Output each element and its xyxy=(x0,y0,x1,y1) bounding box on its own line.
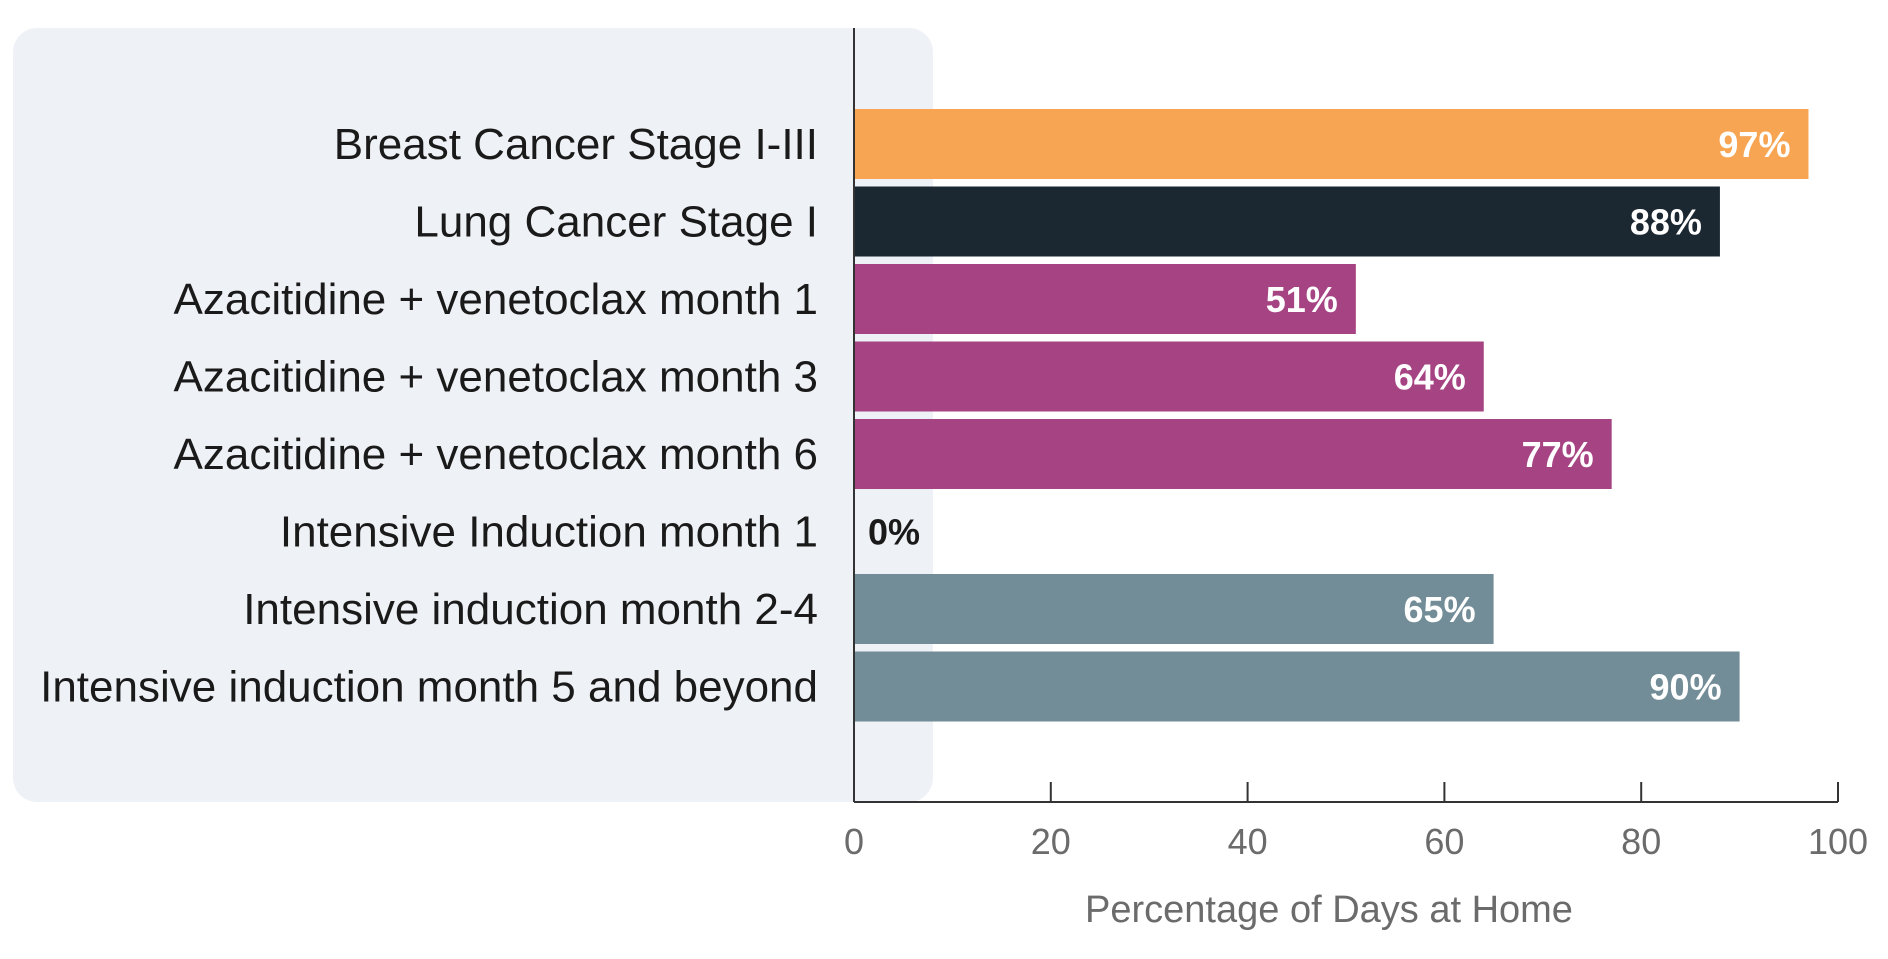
bars-layer xyxy=(854,109,1809,722)
category-label-1: Breast Cancer Stage I-III xyxy=(334,120,818,169)
value-label-4: 64% xyxy=(1394,357,1466,398)
x-axis-title: Percentage of Days at Home xyxy=(1085,889,1573,931)
value-label-6: 0% xyxy=(868,512,920,553)
category-label-8: Intensive induction month 5 and beyond xyxy=(40,663,818,712)
value-label-1: 97% xyxy=(1718,124,1790,165)
label-panel-background xyxy=(13,28,933,802)
x-tick-label-80: 80 xyxy=(1621,821,1661,862)
x-tick-label-0: 0 xyxy=(844,821,864,862)
bar-5 xyxy=(854,419,1612,489)
x-tick-label-20: 20 xyxy=(1031,821,1071,862)
value-label-3: 51% xyxy=(1266,279,1338,320)
value-label-5: 77% xyxy=(1522,434,1594,475)
bar-1 xyxy=(854,109,1809,179)
value-label-7: 65% xyxy=(1404,589,1476,630)
category-label-2: Lung Cancer Stage I xyxy=(414,198,818,247)
x-tick-label-40: 40 xyxy=(1228,821,1268,862)
value-label-8: 90% xyxy=(1650,667,1722,708)
category-label-3: Azacitidine + venetoclax month 1 xyxy=(174,275,819,324)
value-labels-layer: 97% 88% 51% 64% 77% 0% 65% 90% xyxy=(868,124,1790,708)
x-axis-ticks: 0 20 40 60 80 100 xyxy=(844,782,1868,862)
x-tick-label-100: 100 xyxy=(1808,821,1868,862)
category-labels-layer: Breast Cancer Stage I-III Lung Cancer Sta… xyxy=(40,120,818,712)
x-tick-label-60: 60 xyxy=(1424,821,1464,862)
value-label-2: 88% xyxy=(1630,202,1702,243)
category-label-7: Intensive induction month 2-4 xyxy=(243,585,818,634)
category-label-4: Azacitidine + venetoclax month 3 xyxy=(174,353,819,402)
bar-2 xyxy=(854,186,1720,257)
category-label-5: Azacitidine + venetoclax month 6 xyxy=(174,430,819,479)
bar-4 xyxy=(854,341,1484,412)
bar-7 xyxy=(854,574,1494,644)
bar-3 xyxy=(854,264,1356,334)
category-label-6: Intensive Induction month 1 xyxy=(280,508,818,557)
bar-8 xyxy=(854,651,1740,722)
